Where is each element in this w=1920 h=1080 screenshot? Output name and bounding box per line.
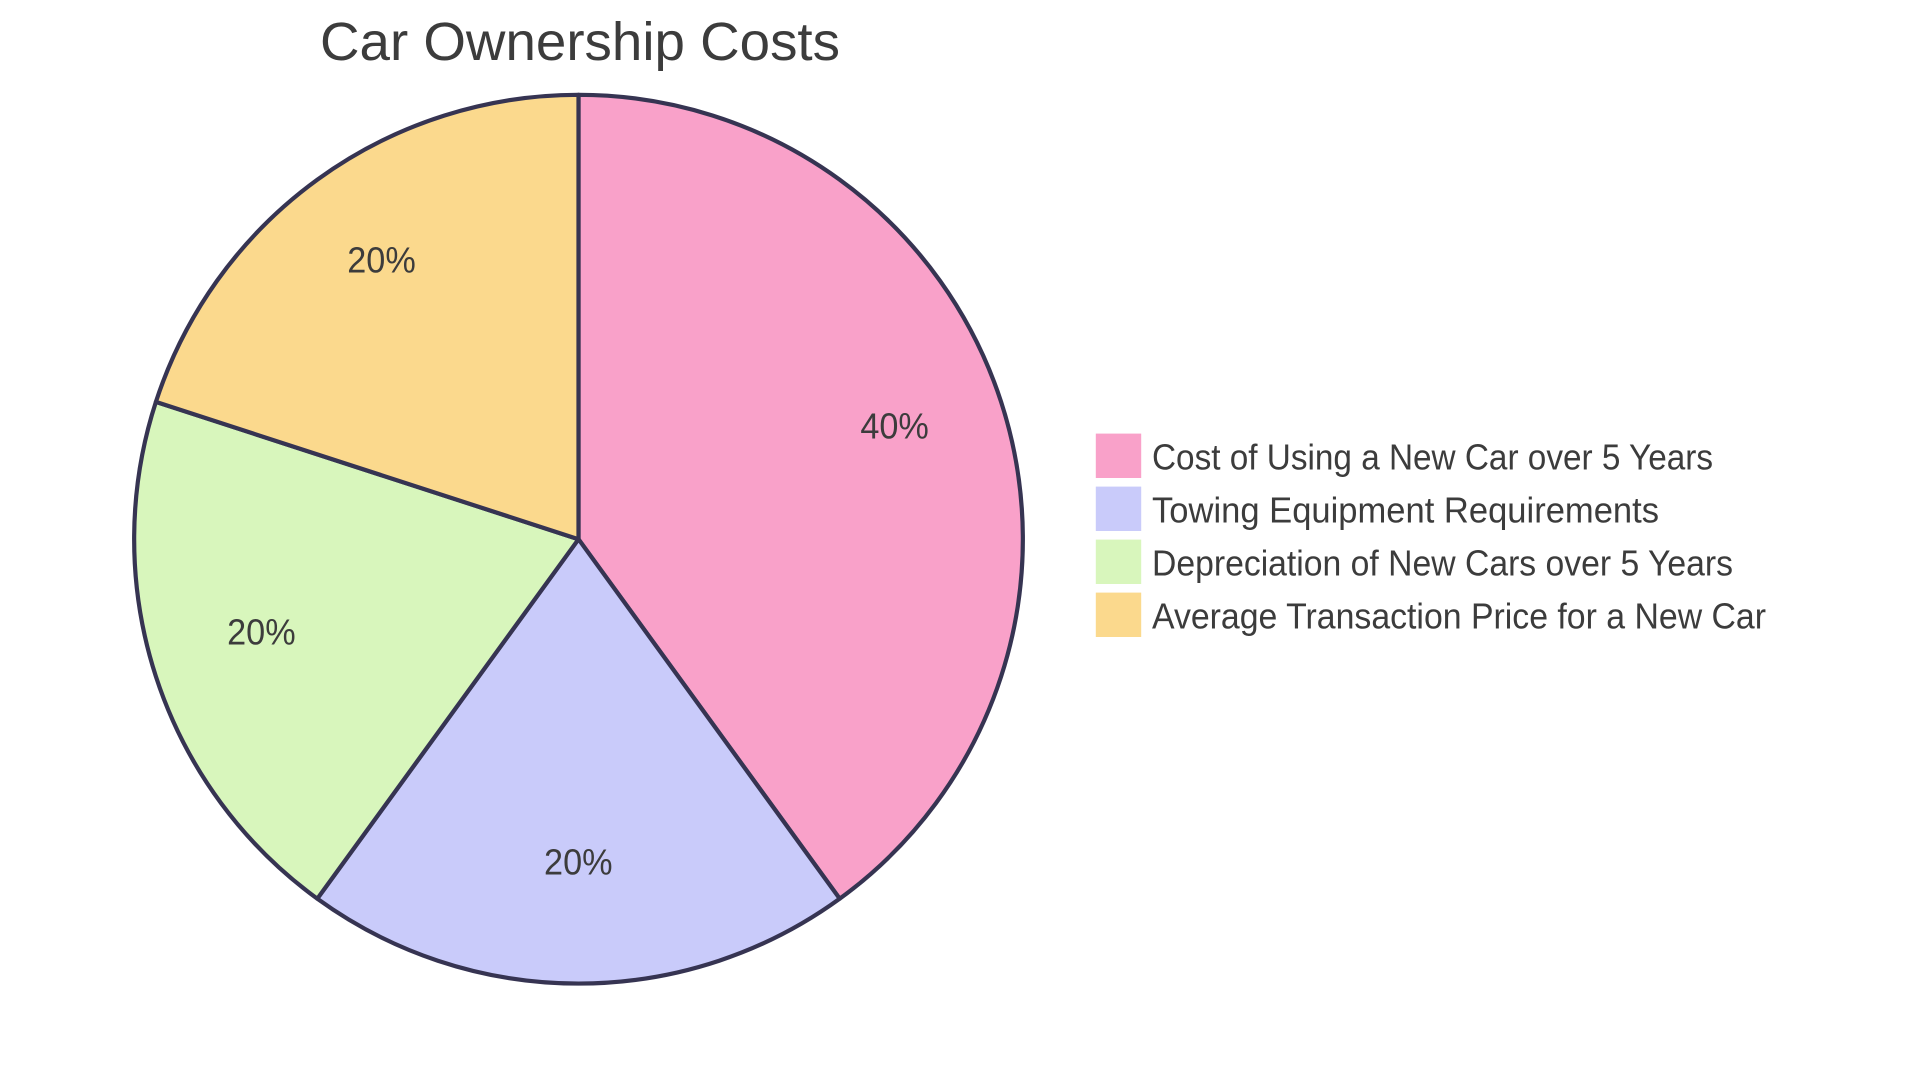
svg-text:Car Ownership Costs: Car Ownership Costs	[320, 12, 840, 72]
svg-text:40%: 40%	[860, 406, 929, 447]
svg-text:Cost of Using a New Car over 5: Cost of Using a New Car over 5 Years	[1152, 436, 1713, 477]
svg-text:20%: 20%	[347, 239, 416, 280]
svg-text:Average Transaction Price for: Average Transaction Price for a New Car	[1152, 595, 1766, 636]
svg-text:Towing Equipment Requirements: Towing Equipment Requirements	[1152, 489, 1659, 530]
svg-text:Depreciation of New Cars over: Depreciation of New Cars over 5 Years	[1152, 542, 1733, 583]
svg-text:20%: 20%	[227, 611, 296, 652]
svg-text:20%: 20%	[544, 842, 613, 883]
